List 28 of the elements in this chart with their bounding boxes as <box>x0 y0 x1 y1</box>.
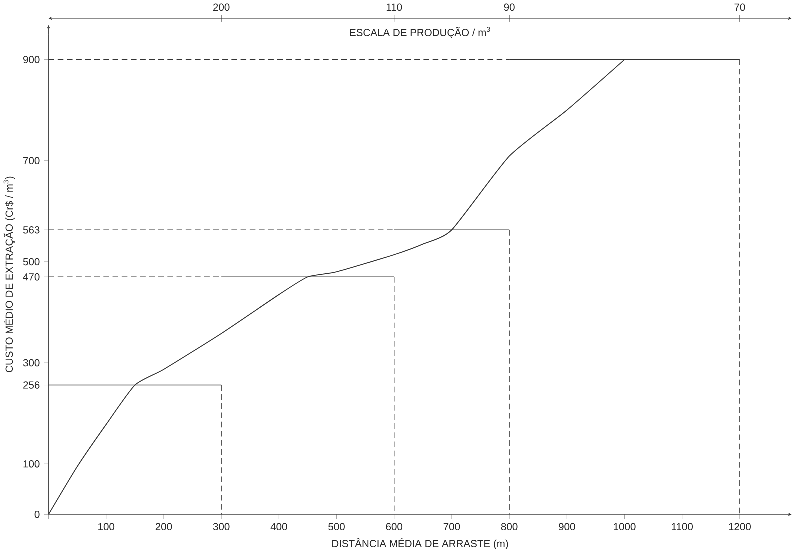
x-tick-label: 800 <box>501 523 518 530</box>
y-axis-title: CUSTO MÉDIO DE EXTRAÇÃO (Cr$ / m$^{3}$) <box>4 176 16 372</box>
text: 90 <box>504 4 515 11</box>
y-tick-label: 256 <box>24 381 40 389</box>
y-tick-label: 0 <box>34 510 40 518</box>
x-tick-label: 700 <box>444 523 460 530</box>
y-tick-label: 470 <box>23 273 40 281</box>
y-tick-label: 563 <box>23 226 40 234</box>
x-tick-label: 1000 <box>614 523 636 530</box>
y-tick-label: 300 <box>23 359 40 367</box>
y-tick-label: 900 <box>23 56 40 64</box>
y-tick-label: 100 <box>24 460 40 468</box>
x-tick-label: 600 <box>386 523 403 530</box>
y-tick-label: 700 <box>24 157 40 164</box>
text: 70 <box>734 4 746 11</box>
x-tick-label: 500 <box>328 523 345 530</box>
x-tick-label: 900 <box>559 523 576 530</box>
x-axis-title: DISTÂNCIA MÉDIA DE ARRASTE (m) <box>332 538 508 550</box>
x-tick-label: 300 <box>213 523 230 530</box>
x-tick-label: 200 <box>156 523 172 530</box>
x-tick-label: 400 <box>270 523 288 530</box>
text: 200 <box>214 4 230 11</box>
x-tick-label: 100 <box>98 523 115 530</box>
x2-axis-title: ESCALA DE PRODUÇÃO / m$^{3}$ <box>350 27 490 38</box>
y-tick-label: 500 <box>23 258 40 266</box>
x-tick-label: 1200 <box>729 523 751 530</box>
x-tick-label: 1100 <box>672 523 694 530</box>
text: 110 <box>386 4 402 11</box>
